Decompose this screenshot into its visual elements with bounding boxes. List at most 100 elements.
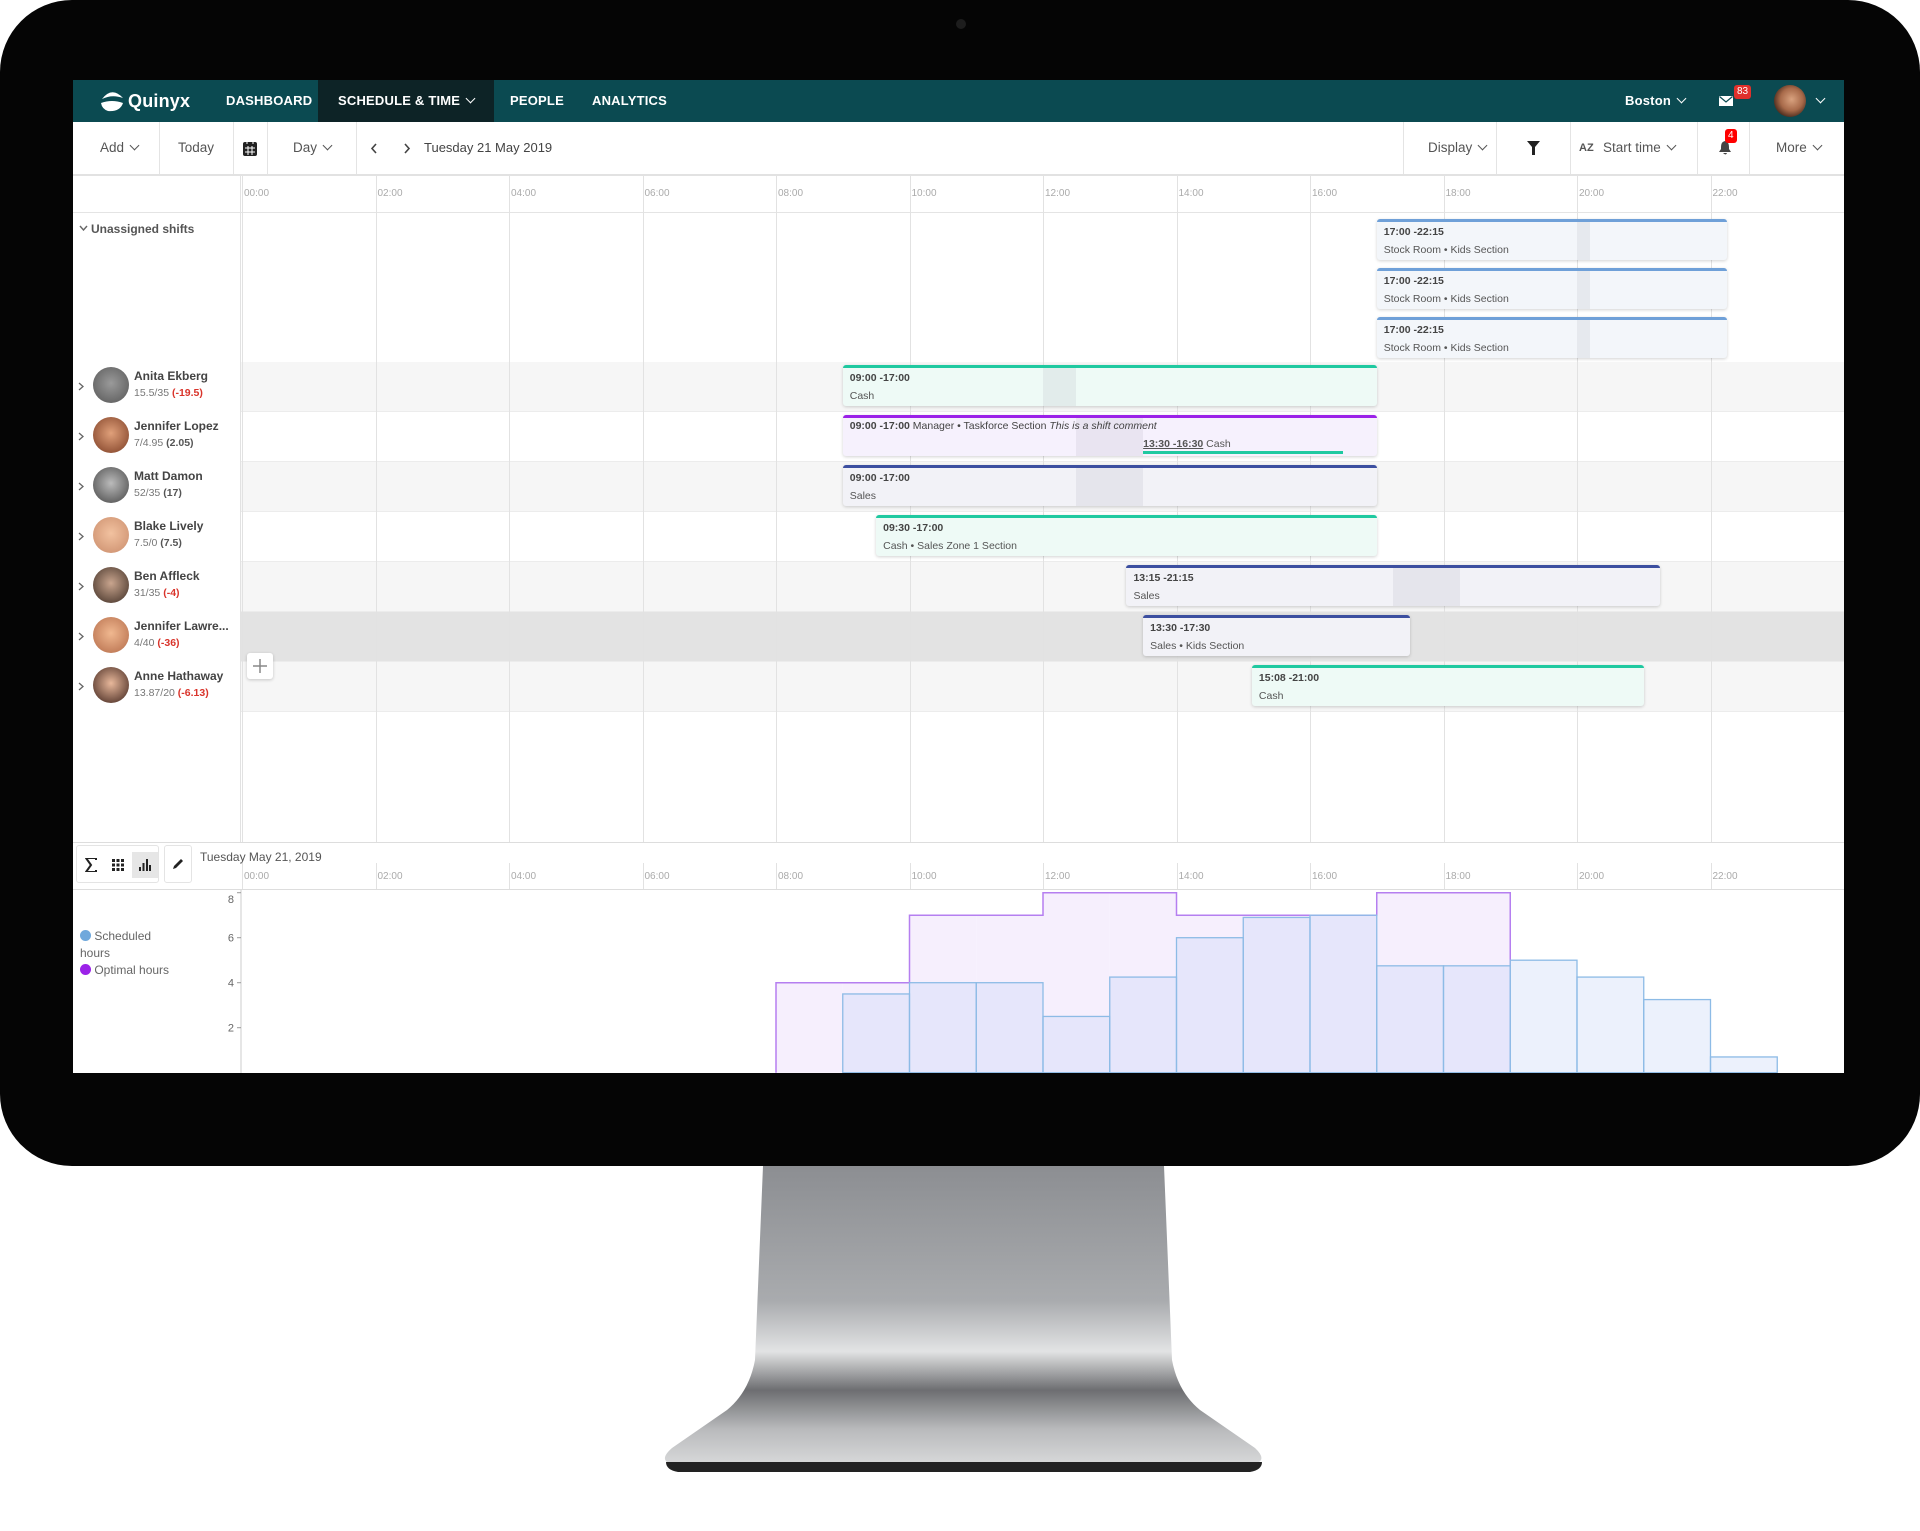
divider [1403, 122, 1404, 174]
scheduled-hours-bar [1309, 914, 1378, 1073]
shift-time: 17:00 -22:15 [1383, 275, 1444, 287]
employee-info[interactable]: Anita Ekberg 15.5/35 (-19.5) [73, 362, 240, 412]
calendar-icon[interactable] [243, 140, 257, 156]
display-button[interactable]: Display [1428, 122, 1488, 174]
shift-description: Stock Room • Kids Section [1383, 244, 1509, 256]
shift-card[interactable]: 09:30 -17:00 Cash • Sales Zone 1 Section [876, 515, 1377, 556]
hours-value: 7.5/0 [134, 537, 158, 549]
shift-comment: This is a shift comment [1049, 420, 1157, 432]
hour-gridline [642, 176, 644, 842]
break-period [1577, 271, 1591, 309]
more-label: More [1776, 140, 1807, 155]
collapse-chevron-icon[interactable] [79, 225, 88, 231]
break-period [1043, 368, 1077, 406]
app-screen: Quinyx DASHBOARD SCHEDULE & TIME PEOPLE … [73, 80, 1844, 1073]
divider [267, 122, 268, 174]
time-tick: 12:00 [1045, 188, 1071, 199]
add-button[interactable]: Add [100, 122, 140, 174]
nav-people[interactable]: PEOPLE [510, 93, 564, 108]
hours-chart: 2 4 6 8 [228, 890, 1778, 1073]
sort-selector[interactable]: Start time [1603, 122, 1677, 174]
employee-hours: 4/40 (-36) [134, 637, 180, 649]
y-tick-label: 6 [228, 933, 234, 945]
add-shift-button[interactable] [247, 653, 273, 679]
shift-card[interactable]: 09:00 -17:00 Cash [842, 365, 1377, 406]
expand-chevron-icon[interactable] [78, 682, 84, 691]
shift-card[interactable]: 13:30 -17:30 Sales • Kids Section [1143, 615, 1411, 656]
scheduled-hours-bar [975, 982, 1044, 1073]
location-selector[interactable]: Boston [1625, 80, 1687, 122]
more-button[interactable]: More [1776, 122, 1823, 174]
employee-info[interactable]: Matt Damon 52/35 (17) [73, 462, 240, 512]
shift-card[interactable]: 09:00 -17:00 Sales [842, 465, 1377, 506]
optimal-hours-bar [842, 982, 910, 1073]
expand-chevron-icon[interactable] [78, 382, 84, 391]
employee-info[interactable]: Ben Affleck 31/35 (-4) [73, 562, 240, 612]
time-tick: 02:00 [377, 188, 403, 199]
hour-gridline [642, 863, 644, 889]
unassigned-section: Unassigned shifts [73, 213, 241, 362]
expand-chevron-icon[interactable] [78, 482, 84, 491]
y-tick-label: 4 [228, 978, 234, 990]
hours-value: 15.5/35 [134, 387, 170, 399]
expand-chevron-icon[interactable] [78, 532, 84, 541]
next-day-button[interactable] [403, 143, 411, 154]
expand-chevron-icon[interactable] [78, 582, 84, 591]
bell-icon[interactable] [1718, 141, 1732, 156]
chart-time-tick: 10:00 [911, 871, 937, 882]
shift-card[interactable]: 13:15 -21:15 Sales [1126, 565, 1661, 606]
scheduled-hours-bar [1643, 998, 1712, 1073]
hour-gridline [1043, 863, 1044, 889]
hour-gridline [1443, 863, 1445, 889]
time-tick: 08:00 [778, 188, 804, 199]
expand-chevron-icon[interactable] [78, 432, 84, 441]
quinyx-logo-icon [101, 92, 123, 112]
hour-gridline [909, 176, 911, 842]
chart-time-tick: 00:00 [244, 871, 270, 882]
employee-name: Matt Damon [134, 469, 203, 483]
chart-time-tick: 16:00 [1312, 871, 1338, 882]
nav-analytics[interactable]: ANALYTICS [592, 93, 667, 108]
y-tick-label: 8 [228, 894, 234, 906]
shift-card[interactable]: 09:00 -17:00 Manager • Taskforce Section… [842, 415, 1377, 456]
sub-shift[interactable]: 13:30 -16:30 Cash [1143, 438, 1344, 454]
employee-info[interactable]: Jennifer Lopez 7/4.95 (2.05) [73, 412, 240, 462]
employee-info[interactable]: Anne Hathaway 13.87/20 (-6.13) [73, 662, 240, 712]
shift-card[interactable]: 17:00 -22:15 Stock Room • Kids Section [1376, 268, 1728, 309]
nav-schedule-time[interactable]: SCHEDULE & TIME [318, 80, 495, 122]
expand-chevron-icon[interactable] [78, 632, 84, 641]
mail-icon[interactable] [1719, 96, 1733, 106]
brand-name: Quinyx [128, 91, 191, 111]
scheduled-hours-bar [842, 993, 911, 1073]
optimal-hours-bar [1176, 915, 1244, 1073]
shift-description: Sales [849, 490, 877, 502]
view-selector[interactable]: Day [293, 122, 333, 174]
employee-info[interactable]: Blake Lively 7.5/0 (7.5) [73, 512, 240, 562]
filter-icon[interactable] [1527, 141, 1540, 155]
shift-card[interactable]: 17:00 -22:15 Stock Room • Kids Section [1376, 317, 1728, 358]
grid-icon[interactable] [105, 852, 131, 878]
prev-day-button[interactable] [370, 143, 378, 154]
employee-hours: 31/35 (-4) [134, 587, 180, 599]
employee-info[interactable]: Jennifer Lawre... 4/40 (-36) [73, 612, 240, 662]
shift-card[interactable]: 15:08 -21:00 Cash [1251, 665, 1644, 706]
user-avatar[interactable] [1774, 85, 1806, 117]
sigma-icon[interactable] [78, 852, 104, 878]
sub-shift-time: 13:30 -16:30 [1143, 438, 1204, 450]
top-nav: Quinyx DASHBOARD SCHEDULE & TIME PEOPLE … [73, 80, 1844, 122]
hour-gridline [509, 863, 510, 889]
divider [1749, 122, 1750, 174]
bar-chart-icon[interactable] [132, 852, 158, 878]
shift-card[interactable]: 17:00 -22:15 Stock Room • Kids Section [1376, 219, 1728, 260]
chart-time-tick: 12:00 [1045, 871, 1071, 882]
shift-header: 09:00 -17:00 Manager • Taskforce Section… [850, 420, 1157, 433]
chart-time-tick: 14:00 [1178, 871, 1204, 882]
sort-az-icon[interactable]: AZ [1579, 142, 1594, 154]
hours-difference: (-36) [157, 637, 180, 649]
pencil-icon[interactable] [164, 845, 192, 883]
nav-dashboard[interactable]: DASHBOARD [226, 93, 313, 108]
hour-gridline [909, 863, 911, 889]
hours-value: 4/40 [134, 637, 155, 649]
today-button[interactable]: Today [178, 140, 215, 155]
